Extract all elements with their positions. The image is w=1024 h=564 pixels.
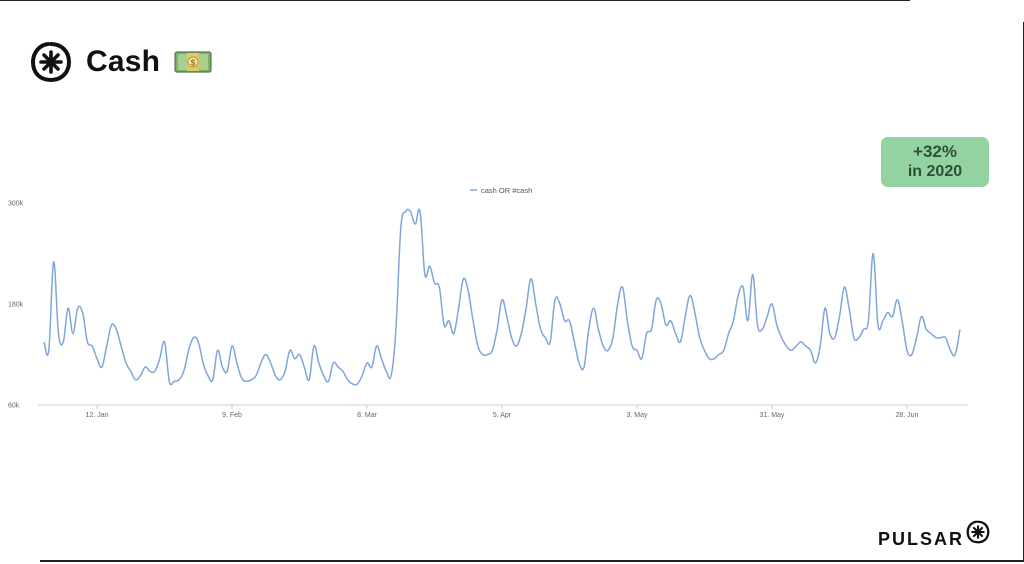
x-tick-label: 3. May	[626, 412, 648, 419]
svg-text:$: $	[191, 59, 196, 68]
header: Cash $	[30, 40, 212, 84]
y-axis-ticks: 60k 180k 300k	[8, 201, 24, 410]
x-tick-label: 9. Feb	[222, 412, 242, 419]
series-line-cash	[43, 208, 961, 386]
brand-name: PULSAR	[878, 529, 965, 549]
pulsar-logo-icon	[966, 520, 990, 544]
growth-period: in 2020	[907, 163, 963, 180]
frame-bottom-border	[0, 560, 1024, 562]
x-tick-label: 8. Mar	[357, 412, 378, 419]
pulsar-logo-icon	[30, 42, 72, 83]
y-tick-label: 60k	[8, 403, 20, 410]
growth-percent: +32%	[913, 142, 957, 161]
footer-brand: PULSAR	[878, 518, 990, 560]
chart-legend: cash OR #cash	[470, 186, 532, 195]
frame-gap-right	[1020, 0, 1024, 22]
x-tick-label: 12. Jan	[86, 412, 109, 419]
growth-badge: +32% in 2020	[881, 137, 989, 187]
page-title: Cash	[86, 45, 161, 78]
x-tick-label: 31. May	[760, 412, 785, 419]
frame-gap-top	[910, 0, 1024, 2]
y-tick-label: 180k	[8, 302, 24, 309]
x-tick-label: 5. Apr	[493, 412, 512, 419]
x-axis-ticks: 12. Jan 9. Feb 8. Mar 5. Apr 3. May 31. May 28…	[86, 405, 919, 419]
legend-label: cash OR #cash	[481, 186, 532, 195]
money-bag-emoji: $	[174, 51, 212, 73]
x-tick-label: 28. Jun	[895, 412, 918, 419]
line-chart: cash OR #cash 60k 180k 300k 12. Jan 9. Feb 8…	[8, 186, 968, 419]
frame-gap-bottom	[0, 558, 40, 564]
y-tick-label: 300k	[8, 201, 24, 208]
